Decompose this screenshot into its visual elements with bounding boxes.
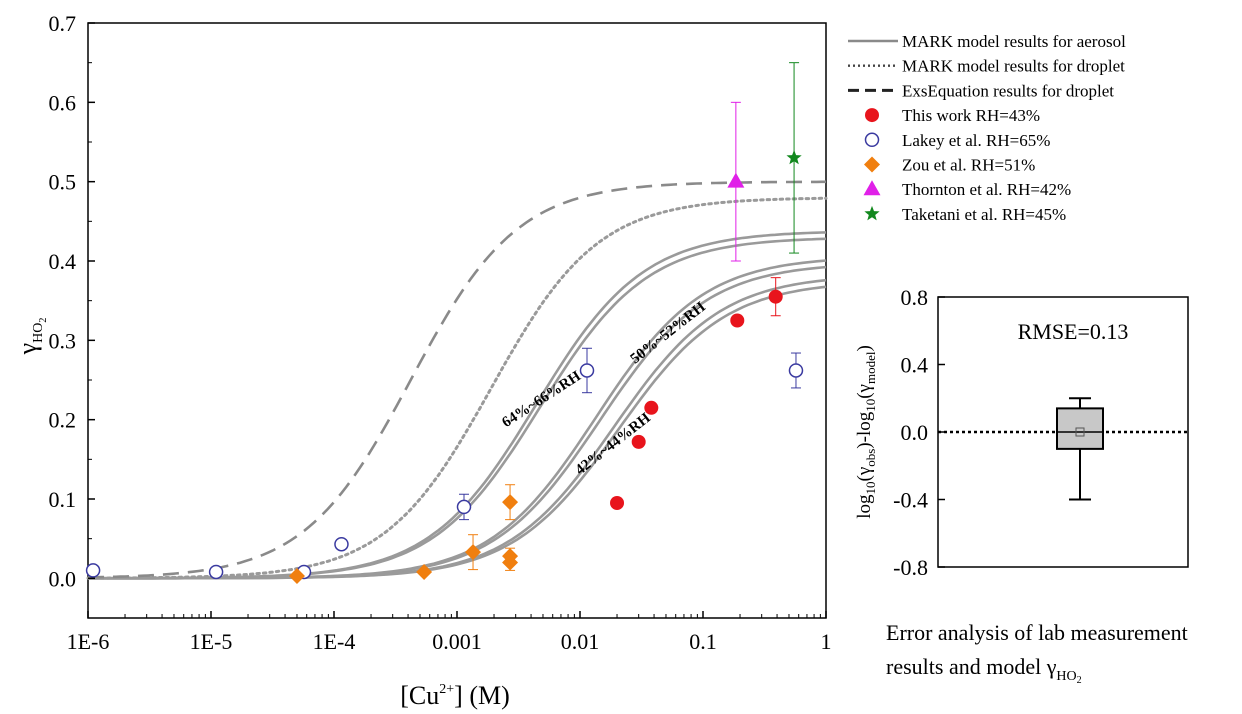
legend-marker xyxy=(864,156,880,173)
caption-line-2: results and model γHO2 xyxy=(886,654,1082,686)
model-curve-solid xyxy=(88,285,827,580)
model-curve-solid xyxy=(88,237,827,580)
legend-entry: This work RH=43% xyxy=(865,106,1040,125)
inset-y-tick-label: -0.8 xyxy=(893,555,928,580)
legend-marker xyxy=(865,108,879,123)
series-zou xyxy=(288,484,519,584)
inset-y-axis-label: log10(γobs)-log10(γmodel) xyxy=(854,345,878,519)
series-thornton xyxy=(727,101,745,262)
data-points xyxy=(85,62,804,584)
inset-y-tick-label: 0.0 xyxy=(901,420,929,445)
legend-entry: Taketani et al. RH=45% xyxy=(864,205,1066,224)
inset-y-axis-ticks: 0.8 0.4 0.0 -0.4 -0.8 xyxy=(893,285,945,580)
iqr-box xyxy=(1056,407,1104,450)
x-axis-label: [Cu2+] (M) xyxy=(400,681,510,710)
data-point xyxy=(502,494,519,511)
legend-marker xyxy=(863,180,881,196)
model-curve-dotted xyxy=(86,196,828,580)
legend-marker xyxy=(864,132,880,148)
x-tick-label: 0.001 xyxy=(432,629,482,654)
x-axis-ticks: 1E-6 1E-5 1E-4 0.001 0.01 0.1 1 xyxy=(67,611,832,654)
y-axis-label: γHO2 xyxy=(13,318,49,356)
legend: MARK model results for aerosol MARK model… xyxy=(848,32,1126,224)
data-point xyxy=(730,313,745,328)
y-axis-ticks: 0.0 0.1 0.2 0.3 0.4 0.5 0.6 0.7 xyxy=(49,11,95,591)
data-point xyxy=(727,172,745,188)
data-point xyxy=(288,567,305,584)
legend-marker xyxy=(864,205,880,221)
legend-entry: MARK model results for aerosol xyxy=(848,32,1126,51)
series-this_work xyxy=(610,277,783,510)
y-tick-label: 0.3 xyxy=(49,328,77,353)
band-label: 64%~66%RH xyxy=(499,368,584,431)
legend-label: Taketani et al. RH=45% xyxy=(902,205,1066,224)
x-tick-label: 1E-6 xyxy=(67,629,110,654)
x-tick-label: 1E-4 xyxy=(313,629,356,654)
data-point xyxy=(631,434,646,449)
legend-entry: Thornton et al. RH=42% xyxy=(863,180,1071,199)
x-tick-label: 0.01 xyxy=(561,629,600,654)
model-curve-solid xyxy=(87,231,827,580)
x-tick-label: 0.1 xyxy=(689,629,717,654)
data-point xyxy=(788,363,804,378)
inset-y-tick-label: 0.8 xyxy=(901,285,929,310)
data-point xyxy=(208,564,224,580)
x-tick-label: 1E-5 xyxy=(190,629,233,654)
model-curve-dashed xyxy=(87,180,826,579)
x-tick-label: 1 xyxy=(821,629,832,654)
legend-entry: Lakey et al. RH=65% xyxy=(864,131,1050,150)
y-tick-label: 0.6 xyxy=(49,90,77,115)
y-tick-label: 0.0 xyxy=(49,566,77,591)
y-tick-label: 0.5 xyxy=(49,170,77,195)
y-tick-label: 0.4 xyxy=(49,249,77,274)
inset-y-tick-label: 0.4 xyxy=(901,353,929,378)
model-curve-solid xyxy=(88,278,827,580)
y-tick-label: 0.1 xyxy=(49,487,77,512)
data-point xyxy=(465,544,482,561)
legend-entry: Zou et al. RH=51% xyxy=(864,156,1035,175)
legend-label: ExsEquation results for droplet xyxy=(902,81,1114,100)
data-point xyxy=(416,563,433,580)
legend-entry: ExsEquation results for droplet xyxy=(848,81,1114,100)
legend-label: MARK model results for aerosol xyxy=(902,32,1126,51)
inset-box xyxy=(938,397,1188,501)
series-taketani xyxy=(786,62,802,254)
mean-marker xyxy=(1075,427,1085,437)
series-lakey xyxy=(85,347,804,580)
data-point xyxy=(768,289,783,304)
data-point xyxy=(334,536,349,552)
model-curve-solid xyxy=(88,259,827,580)
data-point xyxy=(579,363,595,378)
legend-entry: MARK model results for droplet xyxy=(848,57,1125,76)
data-point xyxy=(85,563,101,578)
data-point xyxy=(644,400,659,415)
data-point xyxy=(502,554,519,571)
data-point xyxy=(786,149,802,165)
data-point xyxy=(456,499,472,515)
main-plot-frame xyxy=(87,22,827,619)
y-tick-label: 0.2 xyxy=(49,408,77,433)
inset-box-plot: 0.8 0.4 0.0 -0.4 -0.8 RMSE=0.13 log10(γobs)-… xyxy=(854,285,1189,580)
legend-label: Thornton et al. RH=42% xyxy=(902,180,1071,199)
caption-line-1: Error analysis of lab measurement xyxy=(886,620,1188,645)
legend-label: Lakey et al. RH=65% xyxy=(902,131,1050,150)
data-point xyxy=(610,495,625,510)
legend-label: MARK model results for droplet xyxy=(902,57,1125,76)
legend-label: This work RH=43% xyxy=(902,106,1040,125)
caption: Error analysis of lab measurement result… xyxy=(886,620,1188,686)
rmse-annotation: RMSE=0.13 xyxy=(1018,319,1129,344)
model-curves xyxy=(86,180,828,580)
inset-y-tick-label: -0.4 xyxy=(893,488,928,513)
y-tick-label: 0.7 xyxy=(49,11,77,36)
legend-label: Zou et al. RH=51% xyxy=(902,156,1035,175)
